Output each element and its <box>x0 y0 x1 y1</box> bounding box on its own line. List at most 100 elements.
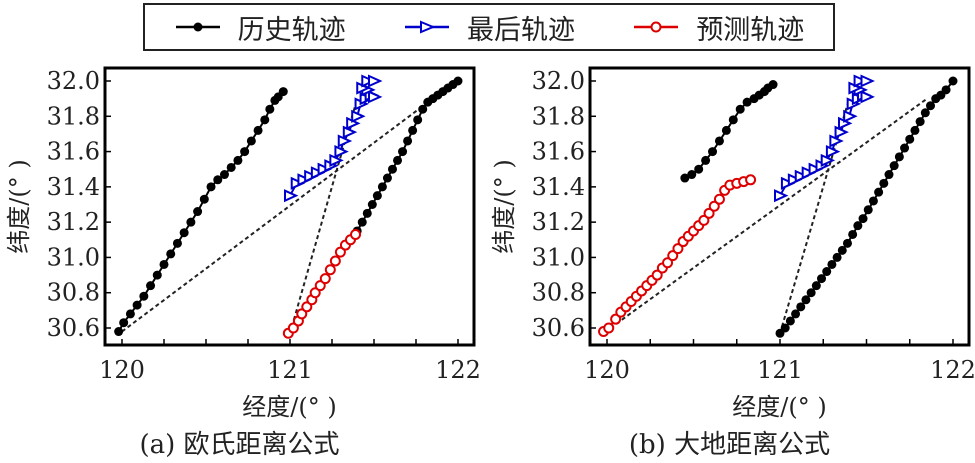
point-a-2 <box>342 125 358 139</box>
point-a-0 <box>152 270 162 280</box>
point-b-1 <box>827 259 837 269</box>
point-b-1 <box>801 295 811 305</box>
dashed-connector-b-0 <box>609 97 928 329</box>
point-b-0 <box>687 170 697 180</box>
point-b-1 <box>785 316 795 326</box>
point-b-1 <box>806 288 816 298</box>
point-b-1 <box>905 134 915 144</box>
x-tick-label-a: 121 <box>267 356 313 384</box>
y-tick-label-a: 31.0 <box>47 243 100 271</box>
point-b-2 <box>825 145 841 159</box>
point-b-0 <box>694 164 704 174</box>
point-b-1 <box>926 101 936 111</box>
point-a-1 <box>408 125 418 135</box>
point-b-1 <box>863 205 873 215</box>
point-a-0 <box>186 217 196 227</box>
point-a-3 <box>350 228 362 240</box>
legend-item-pred: 预测轨迹 <box>632 8 804 47</box>
legend-marker-pred-icon <box>634 21 679 33</box>
y-tick-label-b: 31.6 <box>532 138 585 166</box>
point-a-0 <box>278 87 288 97</box>
point-b-1 <box>780 323 790 333</box>
legend-marker-history-icon <box>175 22 220 32</box>
y-tick-label-a: 32.0 <box>47 67 100 95</box>
y-tick-label-a: 31.6 <box>47 138 100 166</box>
point-b-0 <box>680 173 690 183</box>
point-b-3 <box>698 214 710 226</box>
point-b-1 <box>837 245 847 255</box>
point-a-1 <box>357 217 367 227</box>
point-b-2 <box>843 109 858 123</box>
point-b-1 <box>948 76 958 86</box>
point-b-0 <box>728 115 738 125</box>
y-tick-label-b: 30.6 <box>532 314 585 342</box>
point-a-2 <box>368 90 383 104</box>
point-b-0 <box>768 80 778 90</box>
point-a-0 <box>206 182 216 192</box>
point-b-1 <box>910 125 920 135</box>
point-a-1 <box>377 182 387 192</box>
point-b-2 <box>794 169 810 183</box>
point-a-0 <box>240 147 250 157</box>
y-tick-label-a: 31.8 <box>47 102 100 130</box>
point-a-0 <box>132 300 142 310</box>
point-a-3 <box>324 264 336 276</box>
caption-b: (b) 大地距离公式 <box>629 430 830 460</box>
point-b-1 <box>889 161 899 171</box>
point-b-1 <box>842 238 852 248</box>
legend-item-history: 历史轨迹 <box>174 8 346 47</box>
point-b-3 <box>662 257 674 269</box>
point-b-3 <box>708 200 720 212</box>
point-a-2 <box>284 189 299 203</box>
point-a-1 <box>367 200 377 209</box>
point-b-1 <box>941 85 951 95</box>
point-a-1 <box>403 136 413 146</box>
point-b-3 <box>651 269 663 281</box>
point-b-3 <box>745 174 757 186</box>
y-axis-title-b: 纬度/(° ) <box>490 159 518 253</box>
point-b-1 <box>920 108 930 118</box>
x-tick-label-b: 122 <box>930 356 975 384</box>
point-b-1 <box>822 267 832 277</box>
point-a-2 <box>334 145 349 159</box>
point-a-2 <box>317 162 333 176</box>
point-b-2 <box>780 176 796 190</box>
point-a-1 <box>382 173 392 183</box>
point-a-0 <box>213 175 223 185</box>
legend-marker-last-icon <box>404 20 449 34</box>
point-b-1 <box>884 170 894 180</box>
legend-label-last: 最后轨迹 <box>466 14 575 46</box>
point-a-3 <box>296 308 308 320</box>
point-b-2 <box>853 74 868 88</box>
point-a-0 <box>193 207 203 217</box>
y-tick-label-b: 31.0 <box>532 243 585 271</box>
y-tick-label-a: 30.8 <box>47 279 100 307</box>
point-a-2 <box>361 74 376 88</box>
point-a-1 <box>398 147 408 157</box>
point-a-1 <box>372 191 382 201</box>
point-b-0 <box>701 155 711 165</box>
point-a-0 <box>246 136 256 146</box>
point-b-1 <box>894 152 904 162</box>
point-a-0 <box>146 281 156 291</box>
point-b-2 <box>860 74 875 88</box>
x-tick-label-b: 120 <box>584 356 630 384</box>
point-b-1 <box>791 309 801 319</box>
point-b-1 <box>858 214 868 224</box>
point-a-0 <box>260 115 270 125</box>
point-b-1 <box>874 187 884 197</box>
point-a-0 <box>253 125 263 135</box>
point-b-3 <box>703 207 715 219</box>
point-a-1 <box>393 155 403 165</box>
point-a-3 <box>319 273 331 285</box>
point-a-0 <box>119 318 129 328</box>
point-b-0 <box>721 125 731 135</box>
point-b-1 <box>868 196 878 206</box>
point-b-0 <box>714 136 724 146</box>
y-tick-label-b: 31.2 <box>532 208 585 236</box>
point-a-0 <box>265 104 275 114</box>
point-a-0 <box>114 327 124 337</box>
point-b-3 <box>610 313 622 325</box>
point-a-3 <box>287 322 299 334</box>
point-b-0 <box>742 97 752 107</box>
